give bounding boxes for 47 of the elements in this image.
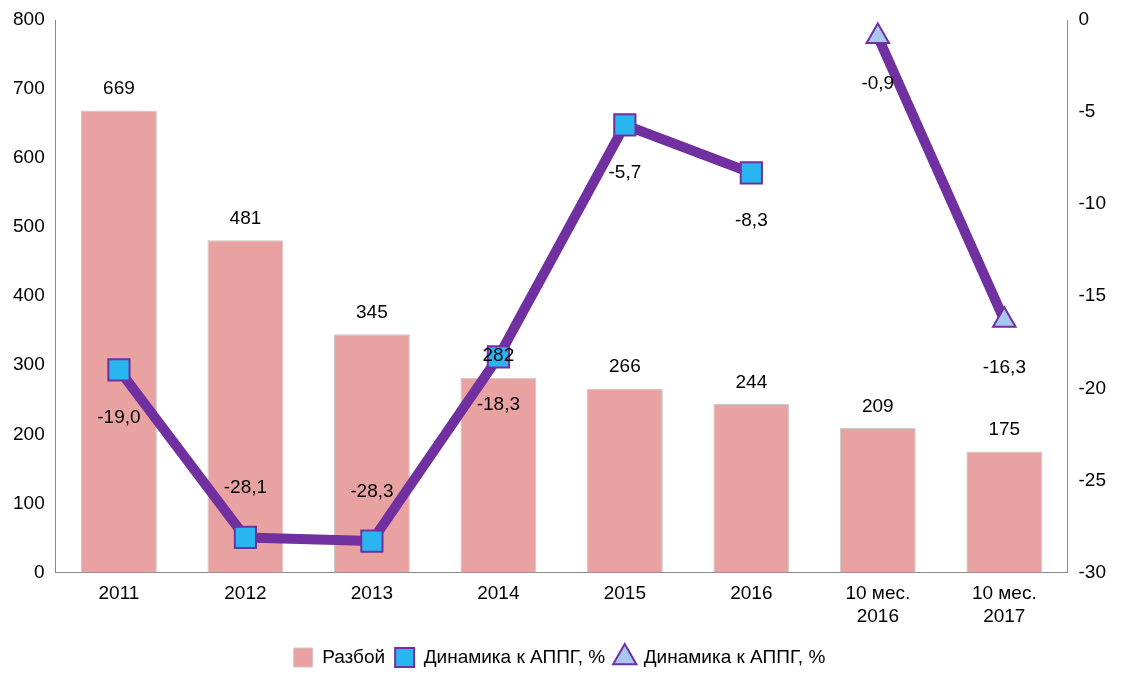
y-tick-label: 600 [13,146,45,168]
y2-tick-label: -15 [1078,284,1107,306]
y2-tick-label: -5 [1078,100,1096,122]
data-label: 175 [988,418,1021,440]
data-label: 244 [735,370,768,392]
legend-label: Разбой [322,645,386,667]
data-label: -16,3 [982,355,1026,377]
data-label: -28,1 [223,476,268,498]
x-tick-label: 10 мес. 2016 [845,582,911,626]
point [233,525,258,550]
y-tick-label: 400 [13,284,45,306]
x-tick-label: 2012 [224,582,267,604]
y2-tick-label: -25 [1078,468,1107,490]
data-label: 669 [103,77,135,99]
data-label: -8,3 [734,208,768,230]
y2-tick-label: -20 [1078,376,1107,398]
data-label: -28,3 [350,479,394,501]
legend-label: Динамика к АППГ, % [423,645,606,667]
data-label: 481 [229,207,262,228]
data-label: 266 [609,355,641,377]
x-tick-label: 2016 [730,582,773,604]
y-tick-label: 800 [13,8,45,30]
data-label: -19,0 [97,405,141,427]
legend-label: Динамика к АППГ, % [643,645,826,667]
data-label: 345 [356,300,388,322]
point [360,529,384,553]
data-label: -5,7 [608,160,642,182]
x-tick-label: 2011 [98,582,140,604]
point [613,113,637,137]
y-tick-label: 700 [13,77,45,99]
y-tick-label: 200 [13,422,45,444]
y2-tick-label: -10 [1078,192,1107,214]
y2-tick-label: -30 [1078,560,1107,582]
x-tick-label: 2014 [477,582,520,604]
y-tick-label: 500 [13,215,45,237]
data-label: -18,3 [476,392,521,414]
y-tick-label: 300 [13,353,45,375]
y-tick-label: 100 [13,491,45,513]
x-tick-label: 2013 [350,582,394,604]
y-tick-label: 0 [34,560,45,582]
point [107,358,131,382]
y2-tick-label: 0 [1078,8,1090,30]
data-label: 209 [861,394,894,416]
x-tick-label: 2015 [603,582,646,604]
x-tick-label: 10 мес. 2017 [971,582,1037,626]
point [739,161,763,185]
data-label: -0,9 [861,72,895,94]
